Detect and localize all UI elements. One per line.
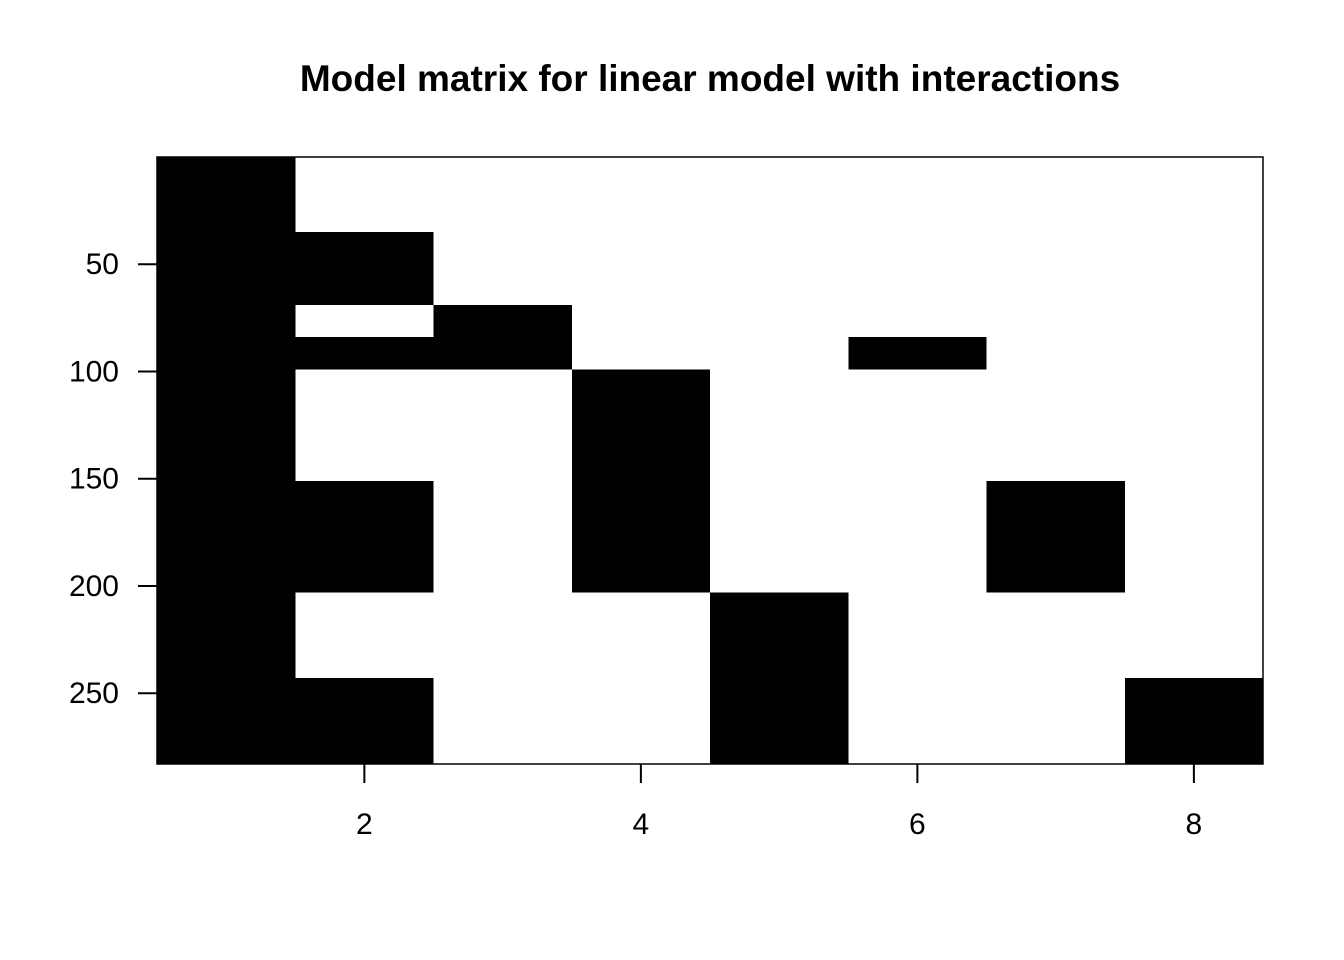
x-tick-label: 6 (909, 808, 926, 841)
matrix-cell-block (295, 337, 434, 370)
plot-frame (156, 156, 1264, 765)
x-tick-label: 8 (1186, 808, 1203, 841)
y-axis: 50 100 150 200 250 (69, 248, 157, 710)
matrix-cell-block (1124, 678, 1263, 764)
y-tick-label: 150 (69, 463, 119, 496)
x-tick-label: 2 (356, 808, 373, 841)
matrix-cells (157, 157, 1263, 764)
matrix-cell-block (157, 157, 296, 764)
y-tick-label: 50 (86, 248, 119, 281)
matrix-cell-block (571, 369, 710, 593)
y-tick-label: 100 (69, 355, 119, 388)
plot-border (156, 156, 1264, 765)
matrix-cell-block (295, 232, 434, 305)
x-tick-label: 4 (633, 808, 650, 841)
matrix-cell-block (433, 304, 572, 370)
matrix-cell-block (986, 480, 1125, 593)
x-axis: 2 4 6 8 (356, 764, 1202, 841)
chart-title: Model matrix for linear model with inter… (299, 58, 1121, 99)
matrix-cell-block (710, 592, 849, 764)
matrix-cell-block (295, 480, 434, 593)
matrix-cell-block (295, 678, 434, 764)
y-tick-label: 200 (69, 570, 119, 603)
y-tick-label: 250 (69, 677, 119, 710)
matrix-cell-block (848, 337, 987, 370)
